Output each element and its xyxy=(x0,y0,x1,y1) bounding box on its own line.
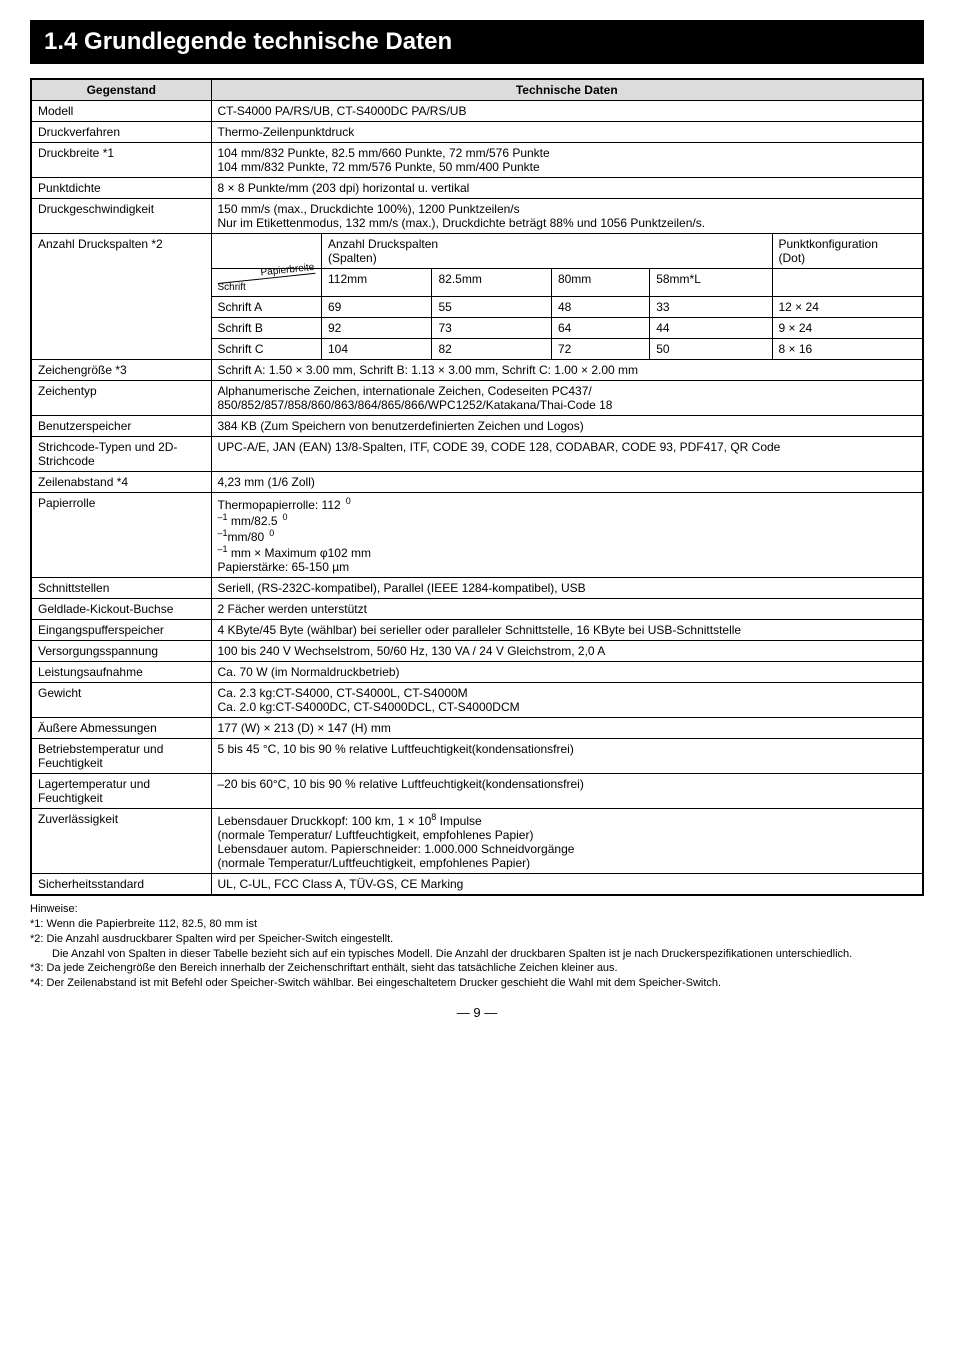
row-value: 150 mm/s (max., Druckdichte 100%), 1200 … xyxy=(211,199,923,234)
row-label: Druckbreite *1 xyxy=(31,143,211,178)
inner-rowname: Schrift C xyxy=(212,339,322,360)
row-value: UPC-A/E, JAN (EAN) 13/8-Spalten, ITF, CO… xyxy=(211,437,923,472)
row-label: Sicherheitsstandard xyxy=(31,874,211,896)
row-label: Betriebstemperatur und Feuchtigkeit xyxy=(31,739,211,774)
row-value: 2 Fächer werden unterstützt xyxy=(211,599,923,620)
inner-rowname: Schrift B xyxy=(212,318,322,339)
row-value: 8 × 8 Punkte/mm (203 dpi) horizontal u. … xyxy=(211,178,923,199)
row-label: Geldlade-Kickout-Buchse xyxy=(31,599,211,620)
row-value: Lebensdauer Druckkopf: 100 km, 1 × 108 I… xyxy=(211,809,923,874)
row-value: UL, C-UL, FCC Class A, TÜV-GS, CE Markin… xyxy=(211,874,923,896)
row-value: 384 KB (Zum Speichern von benutzerdefini… xyxy=(211,416,923,437)
inner-col: 82.5mm xyxy=(432,269,551,297)
row-label: Lagertemperatur und Feuchtigkeit xyxy=(31,774,211,809)
row-label: Versorgungsspannung xyxy=(31,641,211,662)
inner-table: Anzahl Druckspalten (Spalten) Punktkonfi… xyxy=(212,234,923,359)
row-label: Modell xyxy=(31,101,211,122)
header-gegenstand: Gegenstand xyxy=(31,79,211,101)
inner-cell: 50 xyxy=(650,339,772,360)
row-label: Punktdichte xyxy=(31,178,211,199)
header-daten: Technische Daten xyxy=(211,79,923,101)
inner-col: 112mm xyxy=(322,269,432,297)
row-value: 4 KByte/45 Byte (wählbar) bei serieller … xyxy=(211,620,923,641)
inner-cell: 69 xyxy=(322,297,432,318)
inner-col: 58mm*L xyxy=(650,269,772,297)
spec-table: Gegenstand Technische Daten ModellCT-S40… xyxy=(30,78,924,896)
inner-rowname: Schrift A xyxy=(212,297,322,318)
row-value: Thermo-Zeilenpunktdruck xyxy=(211,122,923,143)
row-value: Schrift A: 1.50 × 3.00 mm, Schrift B: 1.… xyxy=(211,360,923,381)
inner-cell: 33 xyxy=(650,297,772,318)
row-value: Thermopapierrolle: 112 0 –1 mm/82.5 0 –1… xyxy=(211,493,923,578)
inner-cell: 12 × 24 xyxy=(772,297,922,318)
inner-cell: 92 xyxy=(322,318,432,339)
row-label: Zeichengröße *3 xyxy=(31,360,211,381)
inner-header: Anzahl Druckspalten (Spalten) xyxy=(322,234,773,269)
note-item: Die Anzahl von Spalten in dieser Tabelle… xyxy=(30,947,924,962)
row-label: Zuverlässigkeit xyxy=(31,809,211,874)
inner-header: Punktkonfiguration (Dot) xyxy=(772,234,922,269)
inner-cell: 44 xyxy=(650,318,772,339)
row-label: Anzahl Druckspalten *2 xyxy=(31,234,211,360)
row-value: Alphanumerische Zeichen, internationale … xyxy=(211,381,923,416)
inner-col: 80mm xyxy=(551,269,649,297)
row-value: Seriell, (RS-232C-kompatibel), Parallel … xyxy=(211,578,923,599)
inner-cell: 104 xyxy=(322,339,432,360)
row-label: Strichcode-Typen und 2D-Strichcode xyxy=(31,437,211,472)
row-value: 4,23 mm (1/6 Zoll) xyxy=(211,472,923,493)
note-item: *4: Der Zeilenabstand ist mit Befehl ode… xyxy=(30,976,924,991)
row-value: 177 (W) × 213 (D) × 147 (H) mm xyxy=(211,718,923,739)
row-value: Ca. 2.3 kg:CT-S4000, CT-S4000L, CT-S4000… xyxy=(211,683,923,718)
row-label: Schnittstellen xyxy=(31,578,211,599)
row-label: Eingangspufferspeicher xyxy=(31,620,211,641)
row-label: Gewicht xyxy=(31,683,211,718)
row-value: 104 mm/832 Punkte, 82.5 mm/660 Punkte, 7… xyxy=(211,143,923,178)
row-label: Äußere Abmessungen xyxy=(31,718,211,739)
inner-cell: 72 xyxy=(551,339,649,360)
row-label: Leistungsaufnahme xyxy=(31,662,211,683)
row-label: Druckgeschwindigkeit xyxy=(31,199,211,234)
inner-cell: 64 xyxy=(551,318,649,339)
row-label: Druckverfahren xyxy=(31,122,211,143)
row-value: –20 bis 60°C, 10 bis 90 % relative Luftf… xyxy=(211,774,923,809)
inner-cell: 73 xyxy=(432,318,551,339)
inner-corner: Papierbreite Schrift xyxy=(212,269,322,297)
inner-cell: 8 × 16 xyxy=(772,339,922,360)
row-label: Zeilenabstand *4 xyxy=(31,472,211,493)
notes-heading: Hinweise: xyxy=(30,902,924,917)
row-label: Papierrolle xyxy=(31,493,211,578)
inner-cell: 82 xyxy=(432,339,551,360)
inner-cell: 55 xyxy=(432,297,551,318)
notes-block: Hinweise: *1: Wenn die Papierbreite 112,… xyxy=(30,902,924,991)
section-title: 1.4 Grundlegende technische Daten xyxy=(30,20,924,64)
row-value: CT-S4000 PA/RS/UB, CT-S4000DC PA/RS/UB xyxy=(211,101,923,122)
inner-cell: 48 xyxy=(551,297,649,318)
row-label: Zeichentyp xyxy=(31,381,211,416)
row-value: 100 bis 240 V Wechselstrom, 50/60 Hz, 13… xyxy=(211,641,923,662)
inner-cell: 9 × 24 xyxy=(772,318,922,339)
note-item: *1: Wenn die Papierbreite 112, 82.5, 80 … xyxy=(30,917,924,932)
note-item: *2: Die Anzahl ausdruckbarer Spalten wir… xyxy=(30,932,924,947)
note-item: *3: Da jede Zeichengröße den Bereich inn… xyxy=(30,961,924,976)
row-value: Ca. 70 W (im Normaldruckbetrieb) xyxy=(211,662,923,683)
row-label: Benutzerspeicher xyxy=(31,416,211,437)
row-value: 5 bis 45 °C, 10 bis 90 % relative Luftfe… xyxy=(211,739,923,774)
page-number: — 9 — xyxy=(30,1005,924,1020)
